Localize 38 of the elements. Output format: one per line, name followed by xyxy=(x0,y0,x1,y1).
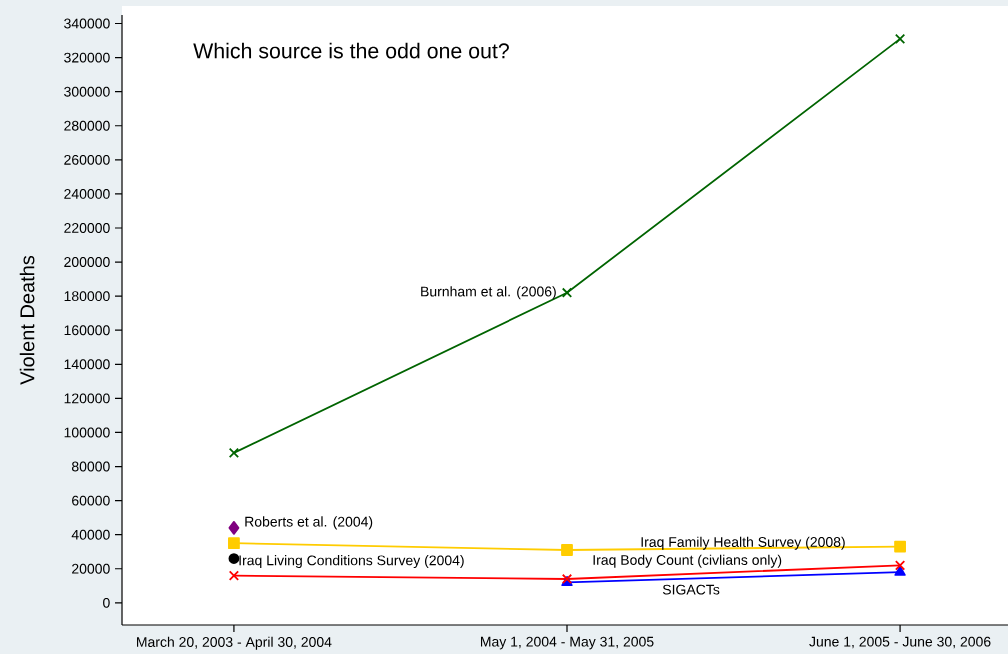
annotation: Which source is the odd one out? xyxy=(193,42,509,59)
y-tick-label: 120000 xyxy=(64,393,110,404)
y-tick-label: 20000 xyxy=(72,563,110,574)
x-tick-label: May 1, 2004 - May 31, 2005 xyxy=(480,636,654,650)
point xyxy=(228,537,240,550)
point xyxy=(894,33,906,44)
y-axis-title: Violent Deaths xyxy=(19,255,35,385)
y-tick-label: 160000 xyxy=(64,325,110,336)
y-tick-label: 220000 xyxy=(64,223,110,233)
point xyxy=(561,544,573,556)
series-label: Iraq Living Conditions Survey (2004) xyxy=(239,555,464,569)
y-tick-label: 240000 xyxy=(64,188,110,199)
point xyxy=(228,447,240,459)
y-tick-label: 100000 xyxy=(64,427,110,438)
point xyxy=(561,287,573,298)
point xyxy=(894,540,906,553)
y-tick-label: 200000 xyxy=(64,257,110,268)
point xyxy=(228,520,240,535)
y-tick-label: 300000 xyxy=(64,86,110,97)
y-tick-label: 0 xyxy=(103,597,110,608)
series-label: Burnham et al. (2006) xyxy=(421,286,556,300)
series-label: SIGACTs xyxy=(662,584,720,595)
series-label: Roberts et al. (2004) xyxy=(245,516,373,530)
y-tick-label: 80000 xyxy=(71,461,110,472)
point xyxy=(228,553,240,564)
y-tick-label: 40000 xyxy=(71,529,110,540)
series-label: Iraq Family Health Survey (2008) xyxy=(641,536,845,550)
y-tick-label: 340000 xyxy=(64,18,110,29)
y-tick-label: 140000 xyxy=(64,359,110,370)
y-tick-label: 320000 xyxy=(64,52,110,63)
x-tick-label: March 20, 2003 - April 30, 2004 xyxy=(137,636,332,650)
x-tick-label: June 1, 2005 - June 30, 2006 xyxy=(809,636,991,649)
series-label: Iraq Body Count (civlians only) xyxy=(593,554,782,568)
y-tick-label: 180000 xyxy=(64,291,110,302)
y-tick-label: 60000 xyxy=(72,495,110,506)
y-tick-label: 280000 xyxy=(64,120,110,131)
y-tick-label: 260000 xyxy=(64,154,110,165)
point xyxy=(228,570,240,581)
